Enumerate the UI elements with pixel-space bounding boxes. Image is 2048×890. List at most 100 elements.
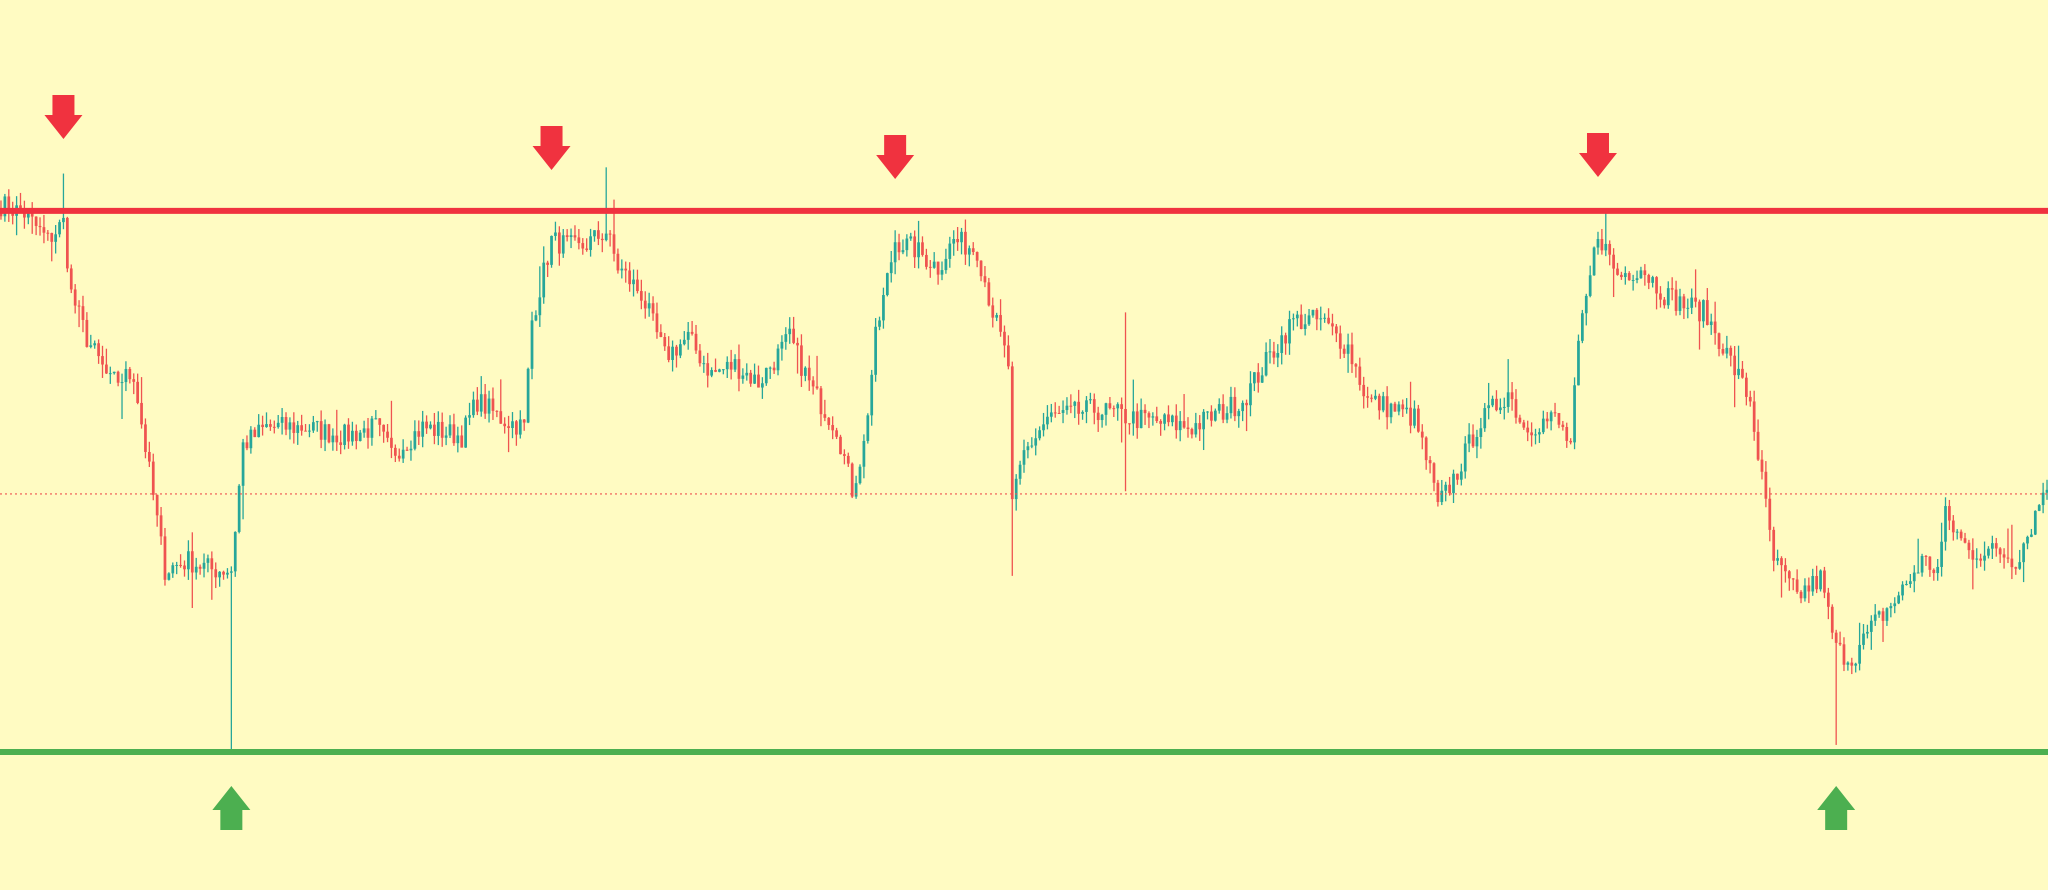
candle-body bbox=[132, 379, 136, 382]
candle-body bbox=[1225, 413, 1229, 420]
candle-body bbox=[2022, 543, 2025, 563]
candle-body bbox=[183, 565, 186, 570]
candle-body bbox=[65, 217, 69, 269]
candle-body bbox=[1483, 408, 1487, 429]
candle-body bbox=[1202, 411, 1205, 430]
candle-body bbox=[491, 398, 495, 411]
candle-body bbox=[1920, 555, 1924, 573]
candle-body bbox=[1417, 408, 1420, 432]
candle-body bbox=[1042, 424, 1045, 431]
down-arrow-icon bbox=[876, 135, 915, 179]
candle-body bbox=[1335, 326, 1338, 334]
candle-body bbox=[1174, 415, 1178, 431]
candle-body bbox=[1647, 275, 1651, 283]
candle-body bbox=[538, 297, 542, 316]
candle-body bbox=[952, 239, 956, 244]
candle-body bbox=[1370, 397, 1373, 399]
candle-body bbox=[1967, 542, 1971, 551]
candle-body bbox=[468, 415, 471, 418]
candle-body bbox=[761, 383, 764, 388]
candle-body bbox=[1284, 335, 1287, 344]
candle-body bbox=[1705, 300, 1709, 325]
candle-body bbox=[167, 573, 171, 580]
candle-body bbox=[487, 398, 491, 414]
candle-body bbox=[308, 430, 311, 432]
candle-body bbox=[1928, 556, 1932, 570]
candle-body bbox=[1631, 280, 1635, 282]
candle-body bbox=[1307, 315, 1311, 325]
candle-body bbox=[772, 367, 776, 371]
candle-body bbox=[1635, 278, 1639, 281]
candle-body bbox=[1975, 558, 1979, 560]
candle-body bbox=[1842, 644, 1846, 665]
candle-body bbox=[1210, 411, 1213, 421]
candle-body bbox=[909, 236, 913, 239]
candle-body bbox=[796, 342, 799, 346]
candle-body bbox=[1022, 450, 1026, 465]
candle-body bbox=[296, 425, 300, 433]
candle-body bbox=[1065, 405, 1069, 411]
candle-body bbox=[1397, 404, 1401, 412]
candle-body bbox=[612, 234, 616, 254]
candle-body bbox=[518, 419, 522, 435]
candle-body bbox=[1268, 351, 1272, 353]
candle-body bbox=[1381, 396, 1385, 411]
candle-body bbox=[1702, 300, 1705, 322]
candle-body bbox=[1744, 377, 1748, 397]
candle-body bbox=[1213, 410, 1217, 421]
candle-body bbox=[1159, 421, 1163, 424]
candle-body bbox=[1510, 392, 1514, 400]
candle-body bbox=[698, 350, 702, 364]
candle-body bbox=[1463, 443, 1467, 472]
candle-body bbox=[1955, 531, 1959, 533]
candle-body bbox=[1858, 644, 1861, 664]
candle-body bbox=[1085, 400, 1088, 412]
candle-body bbox=[1475, 436, 1479, 447]
candle-body bbox=[272, 426, 276, 428]
candle-body bbox=[1362, 384, 1366, 397]
candle-body bbox=[1424, 437, 1428, 461]
candle-body bbox=[557, 232, 561, 254]
candle-body bbox=[171, 565, 175, 574]
candle-body bbox=[136, 381, 140, 403]
candle-body bbox=[1030, 445, 1034, 447]
candle-body bbox=[1850, 662, 1854, 666]
candle-body bbox=[733, 359, 737, 370]
candle-body bbox=[101, 356, 104, 365]
candle-body bbox=[1768, 498, 1772, 530]
candle-body bbox=[1823, 570, 1826, 593]
candle-body bbox=[628, 270, 631, 285]
candle-body bbox=[944, 258, 948, 271]
candle-body bbox=[1795, 579, 1799, 592]
candle-body bbox=[550, 235, 553, 265]
candle-body bbox=[147, 451, 151, 462]
candle-body bbox=[1194, 423, 1198, 435]
candle-body bbox=[120, 382, 124, 384]
candle-body bbox=[1221, 404, 1225, 420]
candle-body bbox=[351, 430, 354, 442]
candle-body bbox=[378, 418, 382, 425]
candle-body bbox=[565, 235, 569, 238]
candle-body bbox=[1932, 569, 1936, 574]
candle-body bbox=[206, 558, 210, 563]
candle-body bbox=[187, 551, 190, 570]
candle-body bbox=[964, 231, 967, 255]
candle-body bbox=[636, 279, 639, 292]
candle-body bbox=[429, 424, 432, 429]
candle-body bbox=[987, 282, 991, 306]
candle-body bbox=[768, 367, 772, 369]
candle-body bbox=[655, 313, 659, 333]
candle-body bbox=[971, 248, 975, 253]
candle-body bbox=[632, 279, 635, 285]
candle-body bbox=[737, 359, 741, 379]
candle-body bbox=[241, 442, 245, 486]
candle-body bbox=[714, 370, 717, 372]
candle-body bbox=[1003, 331, 1006, 346]
candle-body bbox=[1623, 273, 1627, 278]
candle-body bbox=[1670, 288, 1674, 290]
candle-body bbox=[257, 424, 261, 438]
candle-body bbox=[764, 367, 768, 384]
candle-body bbox=[878, 320, 881, 327]
candle-body bbox=[554, 232, 557, 236]
candle-body bbox=[780, 341, 784, 349]
